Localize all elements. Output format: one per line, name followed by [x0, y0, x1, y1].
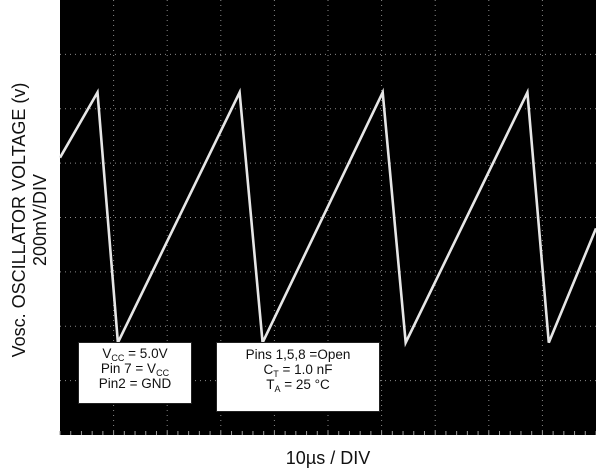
component-conditions-box: Pins 1,5,8 =Open CT = 1.0 nF TA = 25 °C: [216, 342, 380, 412]
y-axis-scale: 200mV/DIV: [30, 173, 50, 267]
pin7-condition: Pin 7 = VCC: [100, 361, 170, 378]
pins-condition: Pins 1,5,8 =Open: [245, 347, 351, 362]
ct-condition: CT = 1.0 nF: [263, 362, 333, 379]
vcc-condition: VCC = 5.0V: [102, 346, 168, 363]
pin2-condition: Pin2 = GND: [98, 376, 172, 391]
y-axis-label: Vosc. OSCILLATOR VOLTAGE (v) 200mV/DIV: [2, 0, 58, 440]
x-axis-label: 10µs / DIV: [285, 448, 371, 468]
y-axis-title: Vosc. OSCILLATOR VOLTAGE (v): [9, 82, 29, 358]
oscillator-trace: [58, 87, 596, 348]
supply-conditions-box: VCC = 5.0V Pin 7 = VCC Pin2 = GND: [78, 342, 192, 404]
ta-condition: TA = 25 °C: [266, 377, 330, 394]
